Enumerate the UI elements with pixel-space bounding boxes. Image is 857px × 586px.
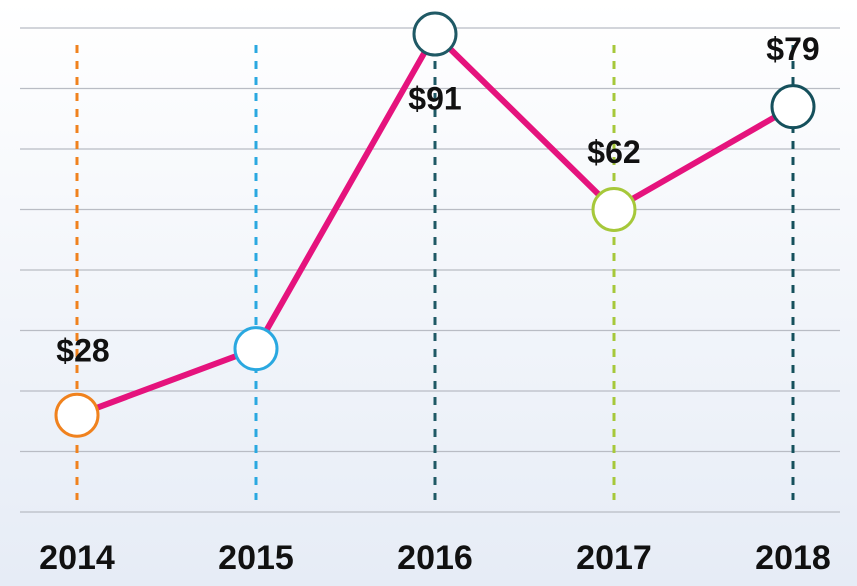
x-tick-label: 2017 [576,539,652,577]
data-label: $79 [766,31,819,67]
x-tick-label: 2014 [39,539,115,577]
x-tick-label: 2018 [755,539,831,577]
data-label: $28 [56,333,109,369]
data-point [770,84,816,130]
data-point [591,187,637,232]
data-point [233,326,279,372]
data-label: $62 [587,134,640,170]
x-tick-label: 2016 [397,539,473,577]
grid [20,27,840,513]
data-point [412,11,458,57]
data-point [54,392,100,438]
data-label: $91 [408,81,461,117]
x-tick-label: 2015 [218,539,294,577]
